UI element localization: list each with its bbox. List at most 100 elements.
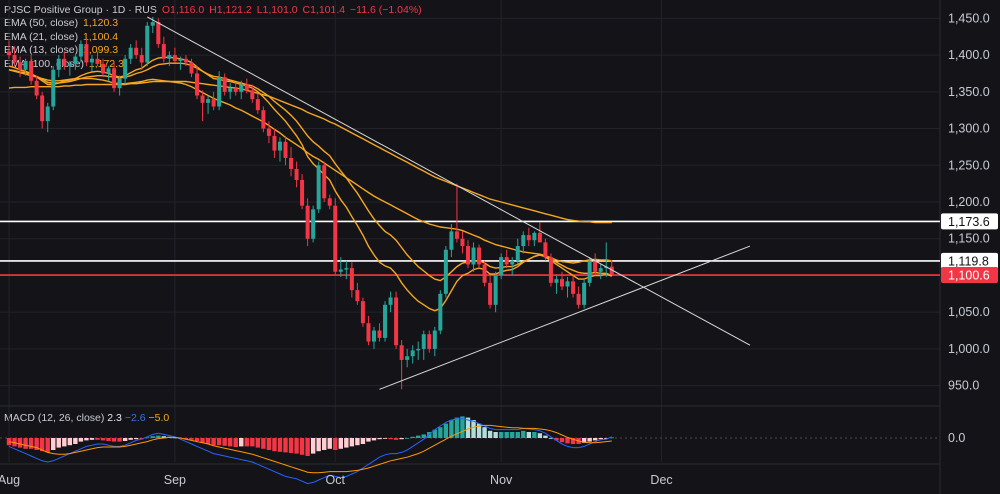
macd-histogram-bar: [526, 432, 532, 438]
candle-body: [521, 235, 526, 247]
ema100-line: [8, 80, 612, 224]
candle-body: [609, 266, 614, 275]
candle-body: [222, 77, 227, 92]
candle: [12, 46, 17, 67]
candle: [537, 222, 542, 243]
ema21-legend[interactable]: EMA (21, close) 1,100.4: [4, 31, 120, 44]
candle: [460, 231, 465, 254]
candle: [189, 58, 194, 78]
candle-body: [488, 282, 493, 305]
macd-histogram-bar: [355, 438, 360, 446]
candle-body: [78, 44, 83, 57]
candle-body: [482, 264, 487, 283]
candle-body: [554, 279, 559, 283]
macd-histogram-bar: [12, 438, 17, 447]
macd-histogram-bar: [189, 438, 194, 440]
symbol-name[interactable]: PJSC Positive Group · 1D · RUS: [4, 4, 157, 16]
candle: [84, 38, 89, 67]
candle-body: [305, 205, 310, 239]
candle-body: [150, 22, 155, 26]
candle: [560, 271, 564, 291]
macd-histogram-bar: [89, 438, 95, 440]
candle: [233, 83, 238, 96]
candle: [410, 345, 415, 364]
candle: [388, 291, 393, 313]
candle: [183, 55, 188, 67]
macd-legend[interactable]: MACD (12, 26, close) 2.3 −2.6 −5.0: [4, 412, 169, 424]
macd-histogram-bar: [548, 438, 554, 439]
macd-histogram-bar: [382, 438, 388, 439]
candle-body: [261, 110, 266, 129]
candle-body: [438, 293, 443, 331]
candle-body: [587, 260, 592, 283]
candle-body: [56, 58, 61, 70]
candle-body: [239, 84, 244, 92]
macd-histogram-bar: [416, 435, 421, 438]
candle-body: [465, 246, 470, 265]
macd-histogram-bar: [532, 432, 537, 438]
candle-body: [206, 99, 211, 103]
candle-body: [548, 257, 553, 283]
macd-signal-line: [8, 424, 612, 474]
price-tick-label: 1,000.0: [948, 342, 990, 356]
candle: [521, 231, 526, 254]
macd-histogram-bar: [111, 438, 117, 442]
candle-body: [189, 62, 194, 74]
macd-histogram-bar: [222, 438, 227, 446]
macd-histogram-bar: [272, 438, 277, 452]
candle: [482, 260, 487, 287]
open-value: O1,116.0: [161, 4, 205, 16]
ema13-label: EMA (13, close): [4, 44, 79, 56]
candle: [56, 55, 61, 78]
candle-body: [117, 78, 122, 89]
candle-body: [316, 165, 321, 210]
candle-body: [112, 68, 117, 89]
candle: [206, 95, 211, 114]
ema21-value: 1,100.4: [83, 31, 119, 43]
ema13-legend[interactable]: EMA (13, close) 1,099.3: [4, 44, 120, 57]
macd-histogram-bar: [95, 438, 100, 440]
candle: [161, 36, 166, 63]
ema50-value: 1,120.3: [83, 17, 119, 29]
candle: [40, 91, 45, 129]
time-axis-label: Nov: [490, 473, 513, 487]
candle-body: [84, 44, 89, 63]
macd-histogram-bar: [454, 417, 460, 438]
candle-body: [477, 247, 482, 265]
candle-body: [410, 350, 415, 357]
candle-body: [134, 47, 139, 56]
level-label: 1,119.8: [948, 254, 989, 268]
candle: [67, 60, 72, 76]
macd-histogram-bar: [211, 438, 216, 446]
macd-histogram-bar: [504, 432, 509, 438]
macd-histogram-bar: [581, 438, 587, 443]
candle-body: [34, 80, 39, 96]
candle: [51, 66, 56, 111]
macd-hist-value: 2.3: [107, 412, 122, 424]
macd-histogram-bar: [587, 438, 592, 442]
candle-body: [344, 268, 349, 270]
candle-body: [145, 25, 150, 63]
candle-body: [167, 55, 172, 59]
macd-histogram-bar: [51, 438, 56, 450]
macd-histogram-bar: [239, 438, 244, 447]
candle: [510, 257, 515, 276]
ema50-line: [8, 69, 612, 264]
candle: [477, 244, 482, 269]
macd-histogram-bar: [543, 435, 548, 438]
macd-histogram-bar: [316, 438, 321, 452]
candle: [449, 224, 454, 258]
candle-body: [449, 231, 454, 250]
candle: [338, 257, 343, 277]
candle: [250, 84, 255, 103]
candle-body: [95, 58, 100, 64]
level-label-box: [941, 213, 998, 230]
candle: [316, 161, 321, 214]
candle-body: [366, 323, 371, 342]
candle-body: [576, 293, 581, 305]
macd-histogram-bar: [294, 438, 299, 454]
candle: [34, 75, 39, 100]
ema50-legend[interactable]: EMA (50, close) 1,120.3: [4, 17, 120, 30]
macd-histogram-bar: [322, 438, 327, 450]
